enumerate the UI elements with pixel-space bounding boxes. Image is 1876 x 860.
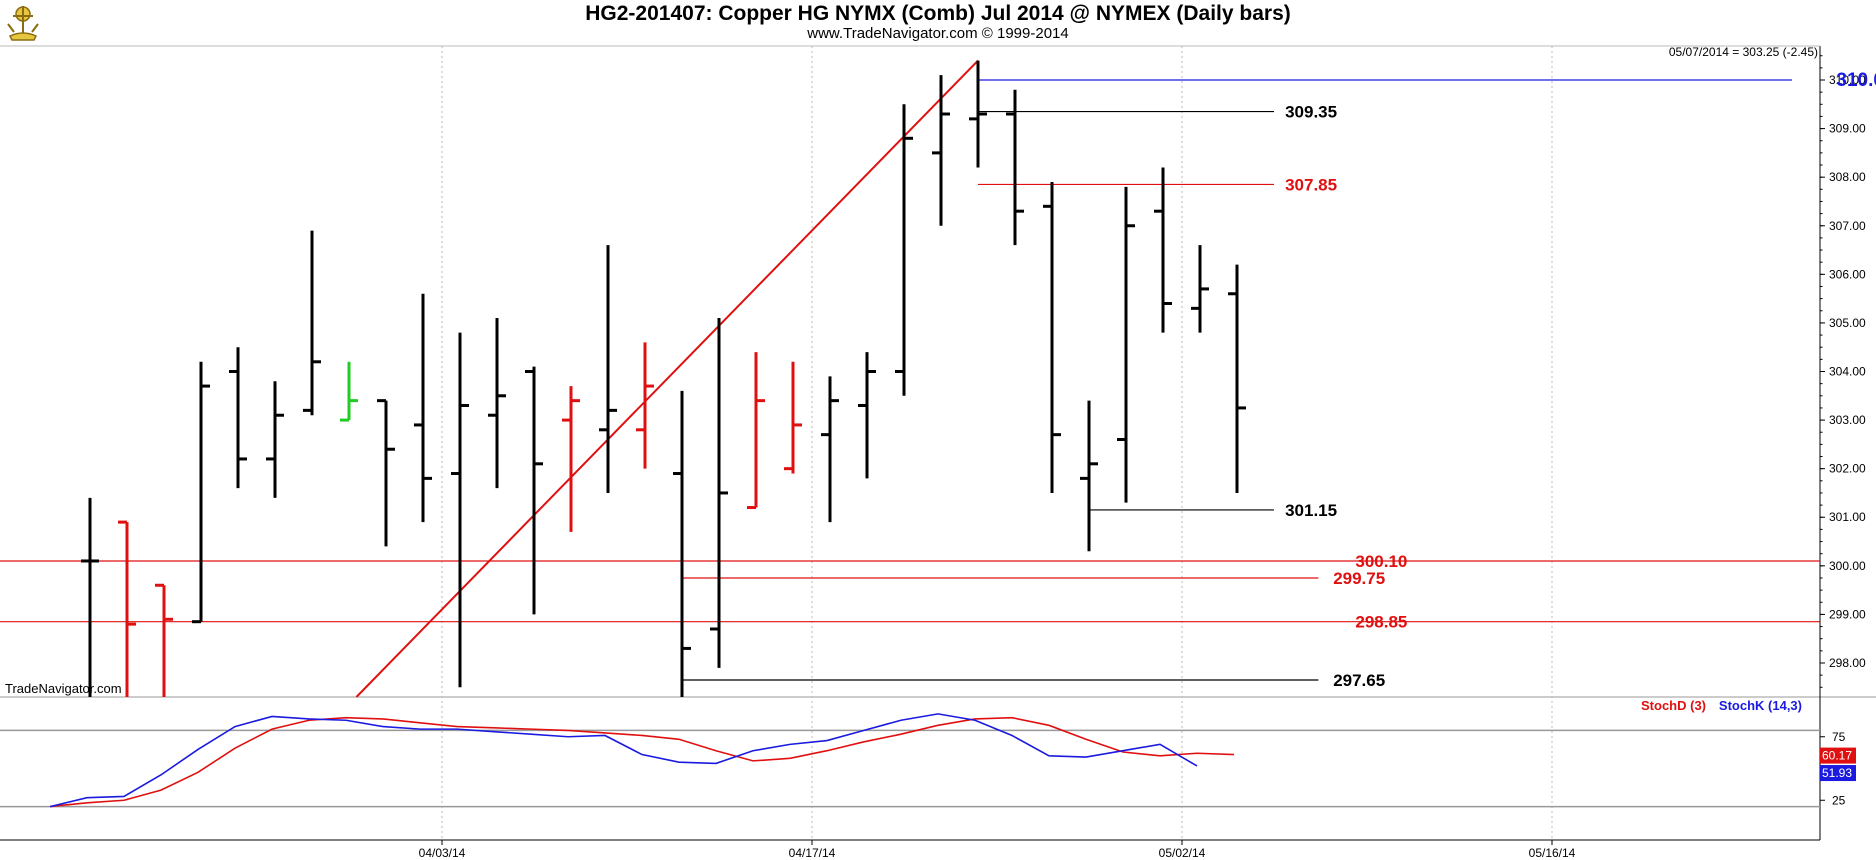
y-tick-label: 307.00 xyxy=(1829,219,1866,233)
ohlc-bar xyxy=(895,104,913,396)
last-quote-label: 05/07/2014 = 303.25 (-2.45) xyxy=(1669,45,1818,59)
y-tick-label: 310.00 xyxy=(1829,73,1866,87)
y-tick-label: 308.00 xyxy=(1829,170,1866,184)
x-tick-label: 04/17/14 xyxy=(789,846,836,860)
ohlc-bar xyxy=(414,293,432,523)
stoch-tick-label: 75 xyxy=(1832,730,1846,744)
ohlc-bar xyxy=(636,342,654,469)
ohlc-bar xyxy=(451,332,469,688)
y-tick-label: 301.00 xyxy=(1829,510,1866,524)
stochd-flag xyxy=(1820,747,1856,764)
ohlc-bar xyxy=(1154,167,1172,333)
level-label: 297.65 xyxy=(1333,671,1385,690)
ohlc-bar xyxy=(784,361,802,474)
legend-stochd: StochD (3) xyxy=(1641,698,1706,713)
ohlc-bar xyxy=(1117,186,1135,503)
trade-navigator-logo xyxy=(4,2,42,44)
ohlc-bar xyxy=(525,366,543,615)
ohlc-bar xyxy=(229,347,247,489)
ohlc-bar xyxy=(969,60,987,168)
ohlc-bar xyxy=(710,318,728,668)
chart-subtitle: www.TradeNavigator.com © 1999-2014 xyxy=(807,25,1069,42)
x-tick-label: 05/16/14 xyxy=(1529,846,1576,860)
y-tick-label: 298.00 xyxy=(1829,656,1866,670)
ohlc-bar xyxy=(266,381,284,498)
ohlc-bar xyxy=(1043,182,1061,493)
ohlc-bar xyxy=(340,361,358,422)
ohlc-bar xyxy=(377,399,395,547)
ohlc-bar xyxy=(562,386,580,532)
stoch-tick-label: 25 xyxy=(1832,793,1846,807)
level-label: 301.15 xyxy=(1285,501,1337,520)
y-tick-label: 299.00 xyxy=(1829,607,1866,621)
ohlc-bar xyxy=(599,245,617,493)
level-label: 300.10 xyxy=(1355,552,1407,571)
ohlc-bar xyxy=(1228,264,1246,493)
x-tick-label: 05/02/14 xyxy=(1159,846,1206,860)
ohlc-bar xyxy=(821,376,839,523)
ohlc-bar xyxy=(747,352,765,510)
stoch-line xyxy=(49,716,1235,808)
level-label: 310.00 xyxy=(1836,70,1876,91)
level-label: 299.75 xyxy=(1333,569,1385,588)
ohlc-bar xyxy=(1080,400,1098,552)
legend-stochk: StochK (14,3) xyxy=(1719,698,1802,713)
ohlc-bar xyxy=(81,497,99,697)
ohlc-bar xyxy=(192,361,210,624)
chart-title: HG2-201407: Copper HG NYMX (Comb) Jul 20… xyxy=(585,2,1291,25)
ohlc-bar xyxy=(118,520,136,697)
stochk-value: 51.93 xyxy=(1822,766,1852,780)
ohlc-bar xyxy=(858,352,876,479)
ohlc-bar xyxy=(155,583,173,697)
y-tick-label: 309.00 xyxy=(1829,122,1866,136)
y-tick-label: 306.00 xyxy=(1829,267,1866,281)
stochk-flag xyxy=(1820,765,1856,782)
ohlc-bar xyxy=(1006,89,1024,246)
watermark-text: TradeNavigator.com xyxy=(5,681,122,696)
ohlc-bar xyxy=(932,75,950,226)
ohlc-bar xyxy=(488,318,506,489)
ohlc-bar xyxy=(1191,245,1209,333)
y-tick-label: 304.00 xyxy=(1829,365,1866,379)
stochd-value: 60.17 xyxy=(1822,749,1852,763)
stoch-line xyxy=(49,713,1198,808)
level-label: 307.85 xyxy=(1285,175,1337,194)
ohlc-bar xyxy=(303,230,321,416)
level-label: 298.85 xyxy=(1355,613,1407,632)
y-tick-label: 303.00 xyxy=(1829,413,1866,427)
x-tick-label: 04/03/14 xyxy=(419,846,466,860)
y-tick-label: 302.00 xyxy=(1829,462,1866,476)
y-tick-label: 305.00 xyxy=(1829,316,1866,330)
level-label: 309.35 xyxy=(1285,103,1337,122)
ohlc-bar xyxy=(673,390,691,697)
trendline xyxy=(355,59,979,698)
y-tick-label: 300.00 xyxy=(1829,559,1866,573)
